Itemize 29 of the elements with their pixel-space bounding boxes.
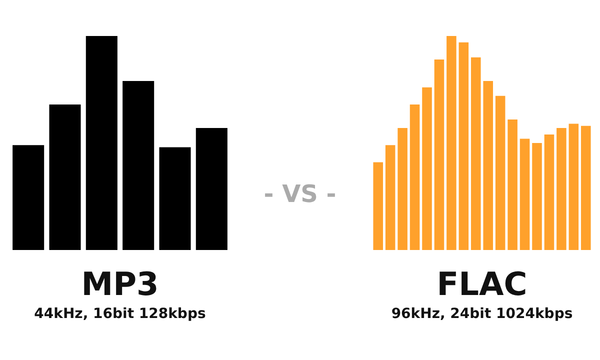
bar	[159, 147, 191, 250]
text: 96kHz, 24bit 1024kbps	[390, 306, 574, 322]
bar	[483, 80, 493, 250]
bar	[471, 57, 481, 250]
bar	[568, 124, 579, 250]
bar	[556, 128, 566, 250]
bar	[495, 96, 506, 250]
bar	[434, 60, 444, 250]
bar	[458, 42, 469, 250]
bar	[532, 143, 542, 250]
bar	[122, 80, 154, 250]
bar	[422, 87, 432, 250]
bar	[508, 119, 518, 250]
bar	[49, 104, 81, 250]
text: MP3	[80, 265, 160, 303]
text: - VS -	[262, 180, 338, 208]
bar	[196, 128, 228, 250]
bar	[410, 104, 420, 250]
bar	[446, 36, 456, 250]
bar	[544, 134, 554, 250]
bar	[581, 126, 591, 250]
text: 44kHz, 16bit 128kbps	[33, 306, 207, 322]
bar	[86, 36, 118, 250]
bar	[520, 138, 530, 250]
text: FLAC	[436, 265, 528, 303]
bar	[385, 145, 396, 250]
bar	[12, 145, 44, 250]
bar	[373, 162, 383, 250]
bar	[398, 128, 408, 250]
